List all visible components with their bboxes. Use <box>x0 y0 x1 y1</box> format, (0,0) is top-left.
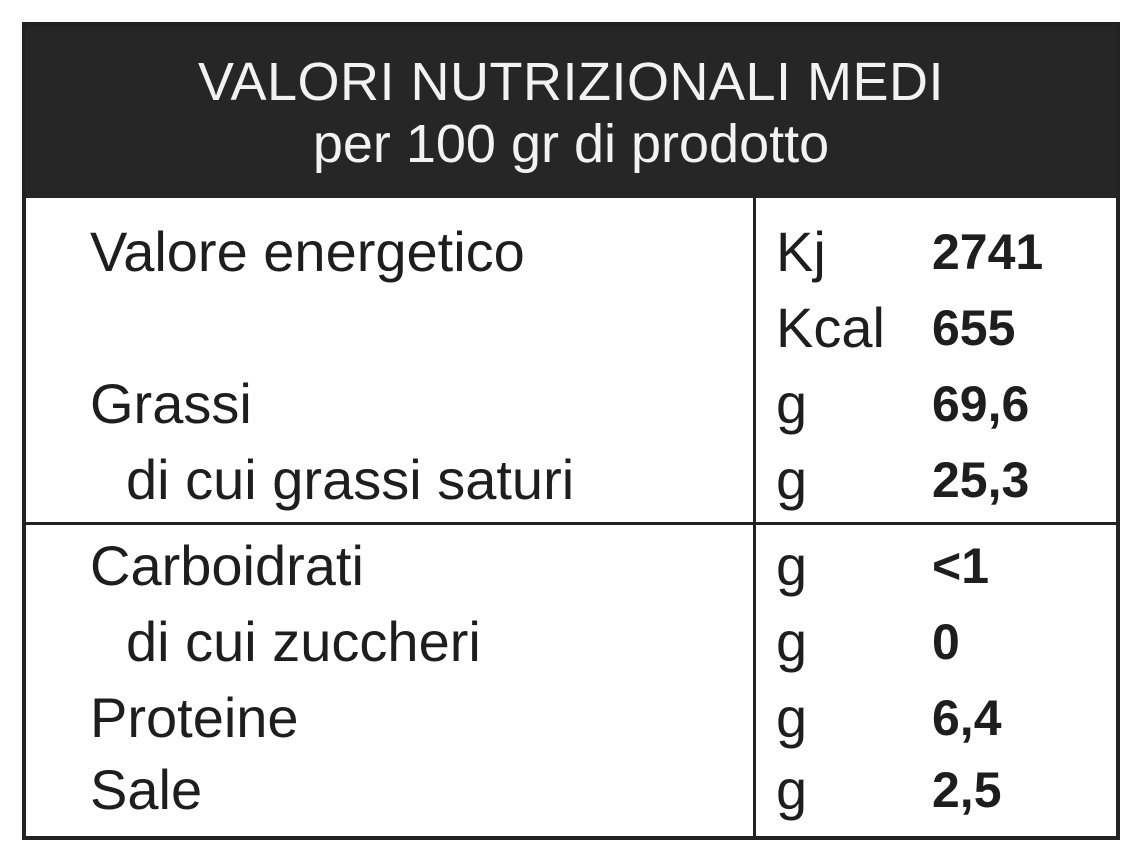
nutrient-unit: g <box>776 534 808 597</box>
nutrient-name: di cui grassi saturi <box>126 448 575 511</box>
row-fat: Grassi g 69,6 <box>26 366 1116 442</box>
nutrient-value: 69,6 <box>932 376 1030 432</box>
row-carbohydrates: Carboidrati g <1 <box>26 528 1116 604</box>
nutrient-name: Proteine <box>90 686 299 749</box>
row-saturated-fat: di cui grassi saturi g 25,3 <box>26 442 1116 518</box>
section-divider <box>26 522 1116 525</box>
nutrient-name: Valore energetico <box>90 220 525 283</box>
nutrient-value: 25,3 <box>932 452 1030 508</box>
nutrient-unit: g <box>776 686 808 749</box>
nutrient-unit: Kj <box>776 220 826 283</box>
nutrient-name: Grassi <box>90 372 252 435</box>
row-sugars: di cui zuccheri g 0 <box>26 604 1116 680</box>
nutrient-value: <1 <box>932 538 990 594</box>
nutrient-unit: g <box>776 448 808 511</box>
nutrient-value: 6,4 <box>932 690 1002 746</box>
nutrient-name: Carboidrati <box>90 534 364 597</box>
nutrient-unit: g <box>776 758 808 821</box>
nutrient-unit: Kcal <box>776 296 885 359</box>
row-energy-kj: Valore energetico Kj 2741 <box>26 214 1116 290</box>
nutrient-value: 655 <box>932 300 1016 356</box>
nutrient-name: di cui zuccheri <box>126 610 481 673</box>
row-protein: Proteine g 6,4 <box>26 680 1116 756</box>
row-salt: Sale g 2,5 <box>26 752 1116 828</box>
nutrient-value: 0 <box>932 614 960 670</box>
row-energy-kcal: Kcal 655 <box>26 290 1116 366</box>
label-subtitle: per 100 gr di prodotto <box>312 114 830 174</box>
nutrition-label: VALORI NUTRIZIONALI MEDI per 100 gr di p… <box>22 22 1120 840</box>
nutrient-unit: g <box>776 372 808 435</box>
column-divider <box>753 198 756 836</box>
nutrient-value: 2741 <box>932 224 1044 280</box>
nutrient-unit: g <box>776 610 808 673</box>
nutrient-name: Sale <box>90 758 203 821</box>
label-title: VALORI NUTRIZIONALI MEDI <box>197 52 945 112</box>
nutrient-value: 2,5 <box>932 762 1002 818</box>
label-header: VALORI NUTRIZIONALI MEDI per 100 gr di p… <box>26 26 1116 198</box>
